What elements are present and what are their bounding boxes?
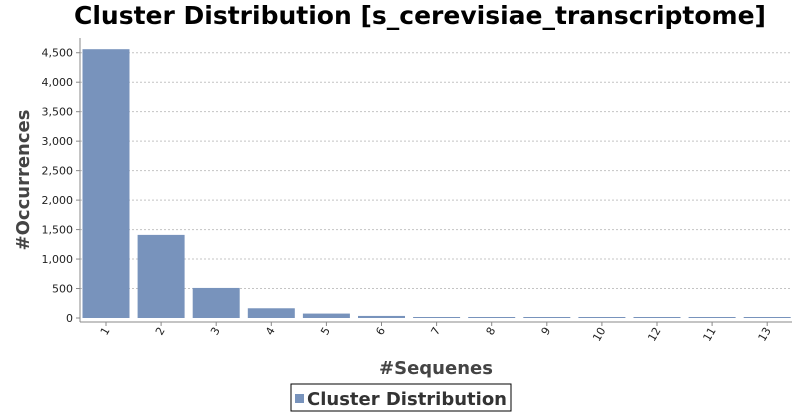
y-tick-label: 2,500 <box>42 165 74 178</box>
y-tick-label: 4,500 <box>42 47 74 60</box>
bar-6 <box>358 315 405 318</box>
y-tick-label: 2,000 <box>42 194 74 207</box>
x-tick-labels: 1 2 3 4 5 6 7 8 9 10 12 11 13 <box>98 322 774 344</box>
bar-8 <box>468 317 516 318</box>
bar-4 <box>247 308 295 318</box>
x-axis-title: #Sequenes <box>379 358 493 379</box>
y-tick-label: 1,000 <box>42 253 74 266</box>
bar-7 <box>413 317 461 318</box>
bar-9 <box>523 317 571 318</box>
y-axis-title: #Occurrences <box>13 110 34 251</box>
bar-10 <box>578 317 626 318</box>
x-tick-label: 1 <box>98 325 113 338</box>
bar-5 <box>302 313 350 318</box>
bars <box>82 49 791 318</box>
axes <box>79 38 792 323</box>
x-tick-label: 9 <box>539 325 554 338</box>
x-tick-label: 4 <box>263 325 278 338</box>
x-tick-label: 2 <box>153 325 168 338</box>
bar-3 <box>192 287 240 318</box>
chart-title: Cluster Distribution [s_cerevisiae_trans… <box>74 1 766 30</box>
x-tick-label: 12 <box>645 325 663 344</box>
y-tick-label: 500 <box>52 283 73 296</box>
gridlines <box>80 52 792 290</box>
x-tick-label: 6 <box>373 325 388 338</box>
y-tick-label: 1,500 <box>42 224 74 237</box>
bar-1 <box>82 49 130 318</box>
y-tick-label: 0 <box>66 312 73 325</box>
y-tick-labels: 0 500 1,000 1,500 2,000 2,500 3,000 3,500 4,000 4… <box>42 47 80 325</box>
bar-12 <box>633 317 681 318</box>
bar-13 <box>743 317 791 318</box>
legend-label: Cluster Distribution <box>307 389 507 410</box>
bar-11 <box>688 317 736 318</box>
y-tick-label: 3,000 <box>42 135 74 148</box>
x-tick-label: 10 <box>590 325 608 344</box>
bar-2 <box>137 234 185 318</box>
y-tick-label: 3,500 <box>42 106 74 119</box>
x-tick-label: 11 <box>700 325 718 344</box>
x-tick-label: 7 <box>428 325 443 338</box>
x-tick-label: 8 <box>484 325 499 338</box>
x-tick-label: 5 <box>318 325 333 338</box>
legend: Cluster Distribution <box>290 383 512 412</box>
y-tick-label: 4,000 <box>42 76 74 89</box>
x-tick-label: 13 <box>756 325 774 344</box>
legend-frame <box>290 383 512 412</box>
legend-swatch <box>295 394 304 403</box>
x-tick-label: 3 <box>208 325 223 338</box>
